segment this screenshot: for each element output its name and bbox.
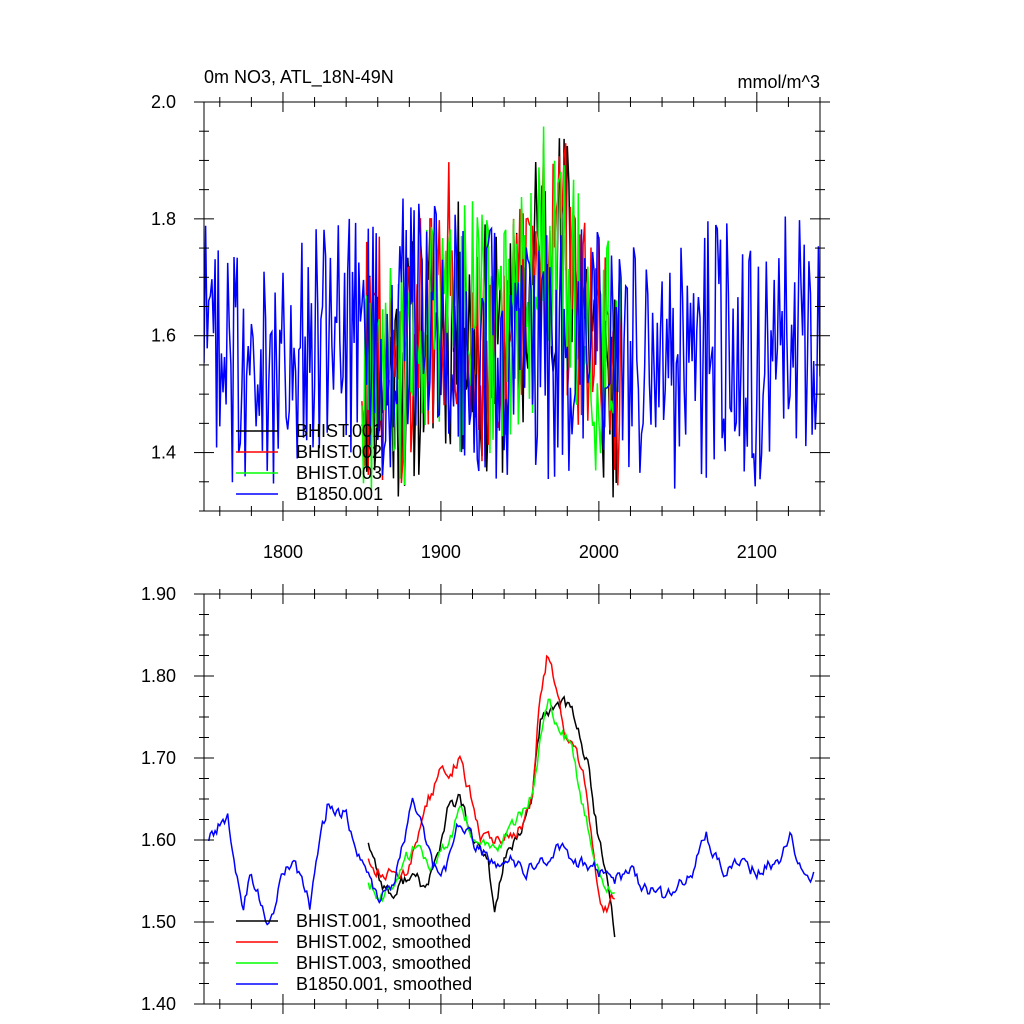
bottom-y-tick-label: 1.40 xyxy=(141,994,176,1014)
top-legend-label-1: BHIST.001 xyxy=(296,421,382,441)
bottom-y-tick-label: 1.90 xyxy=(141,584,176,604)
bottom-series-line-1 xyxy=(367,695,616,938)
bottom-y-tick-label: 1.70 xyxy=(141,748,176,768)
bottom-y-tick-label: 1.60 xyxy=(141,830,176,850)
top-x-tick-label: 1900 xyxy=(421,542,461,562)
top-chart-title: 0m NO3, ATL_18N-49N xyxy=(204,67,394,88)
top-legend-label-3: BHIST.003 xyxy=(296,463,382,483)
top-chart-units: mmol/m^3 xyxy=(738,72,820,92)
bottom-y-tick-label: 1.50 xyxy=(141,912,176,932)
bottom-legend-label-1: BHIST.001, smoothed xyxy=(296,911,471,931)
bottom-series-line-2 xyxy=(367,654,615,914)
bottom-series-line-3 xyxy=(367,698,615,904)
top-y-tick-label: 1.8 xyxy=(151,209,176,229)
bottom-legend-label-3: BHIST.003, smoothed xyxy=(296,953,471,973)
bottom-legend-label-4: B1850.001, smoothed xyxy=(296,974,472,994)
top-x-tick-label: 2000 xyxy=(579,542,619,562)
bottom-panel: 1.40 1.50 1.60 1.70 1.80 1.90 BHIST.001, smoot… xyxy=(141,584,830,1014)
top-legend-label-4: B1850.001 xyxy=(296,484,383,504)
top-legend-label-2: BHIST.002 xyxy=(296,442,382,462)
top-x-tick-label: 1800 xyxy=(263,542,303,562)
top-y-tick-label: 2.0 xyxy=(151,92,176,112)
top-x-tick-label: 2100 xyxy=(737,542,777,562)
top-panel: 1800 1900 2000 21001.41.61.82.0BHIST.001BHI… xyxy=(151,92,830,562)
top-y-tick-label: 1.6 xyxy=(151,326,176,346)
top-series-line-4 xyxy=(204,198,820,489)
bottom-legend-label-2: BHIST.002, smoothed xyxy=(296,932,471,952)
bottom-y-tick-label: 1.80 xyxy=(141,666,176,686)
top-y-tick-label: 1.4 xyxy=(151,443,176,463)
bottom-series-line-4 xyxy=(207,797,815,926)
